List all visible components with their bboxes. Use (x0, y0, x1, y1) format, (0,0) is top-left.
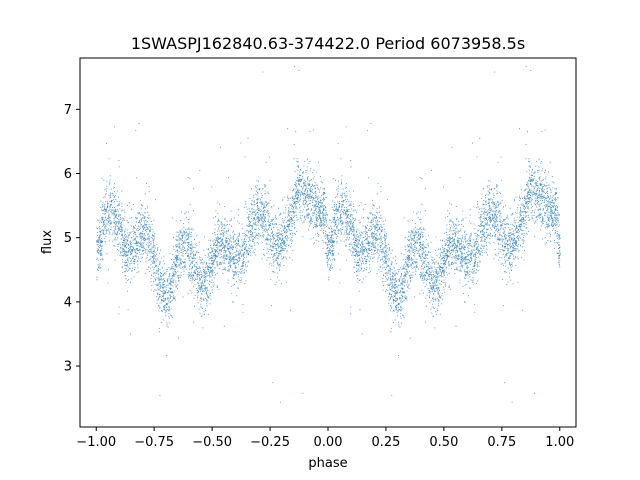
y-tick-label: 3 (64, 360, 72, 375)
x-tick-label: −1.00 (76, 435, 116, 450)
chart-title: 1SWASPJ162840.63-374422.0 Period 6073958… (131, 34, 525, 53)
x-tick-label: 0.50 (429, 435, 458, 450)
x-tick-label: 0.00 (314, 435, 343, 450)
x-axis-label: phase (308, 456, 347, 471)
y-axis: 3 4 5 6 7 (64, 103, 80, 375)
x-tick-label: −0.50 (192, 435, 232, 450)
plot-area-frame (79, 57, 577, 428)
y-axis-label: flux (40, 230, 55, 254)
x-tick-label: 1.00 (545, 435, 574, 450)
y-tick-label: 7 (64, 103, 72, 118)
data-point-cloud (96, 66, 561, 403)
y-tick-label: 5 (64, 231, 72, 246)
y-tick-label: 4 (64, 295, 72, 310)
y-tick-label: 6 (64, 167, 72, 182)
x-axis: −1.00 −0.75 −0.50 −0.25 0.00 0.25 0.50 0.75 1.00 (76, 427, 574, 450)
x-tick-label: −0.25 (250, 435, 290, 450)
x-tick-label: 0.25 (371, 435, 400, 450)
scatter-points (96, 66, 561, 403)
x-tick-label: −0.75 (134, 435, 174, 450)
x-tick-label: 0.75 (487, 435, 516, 450)
